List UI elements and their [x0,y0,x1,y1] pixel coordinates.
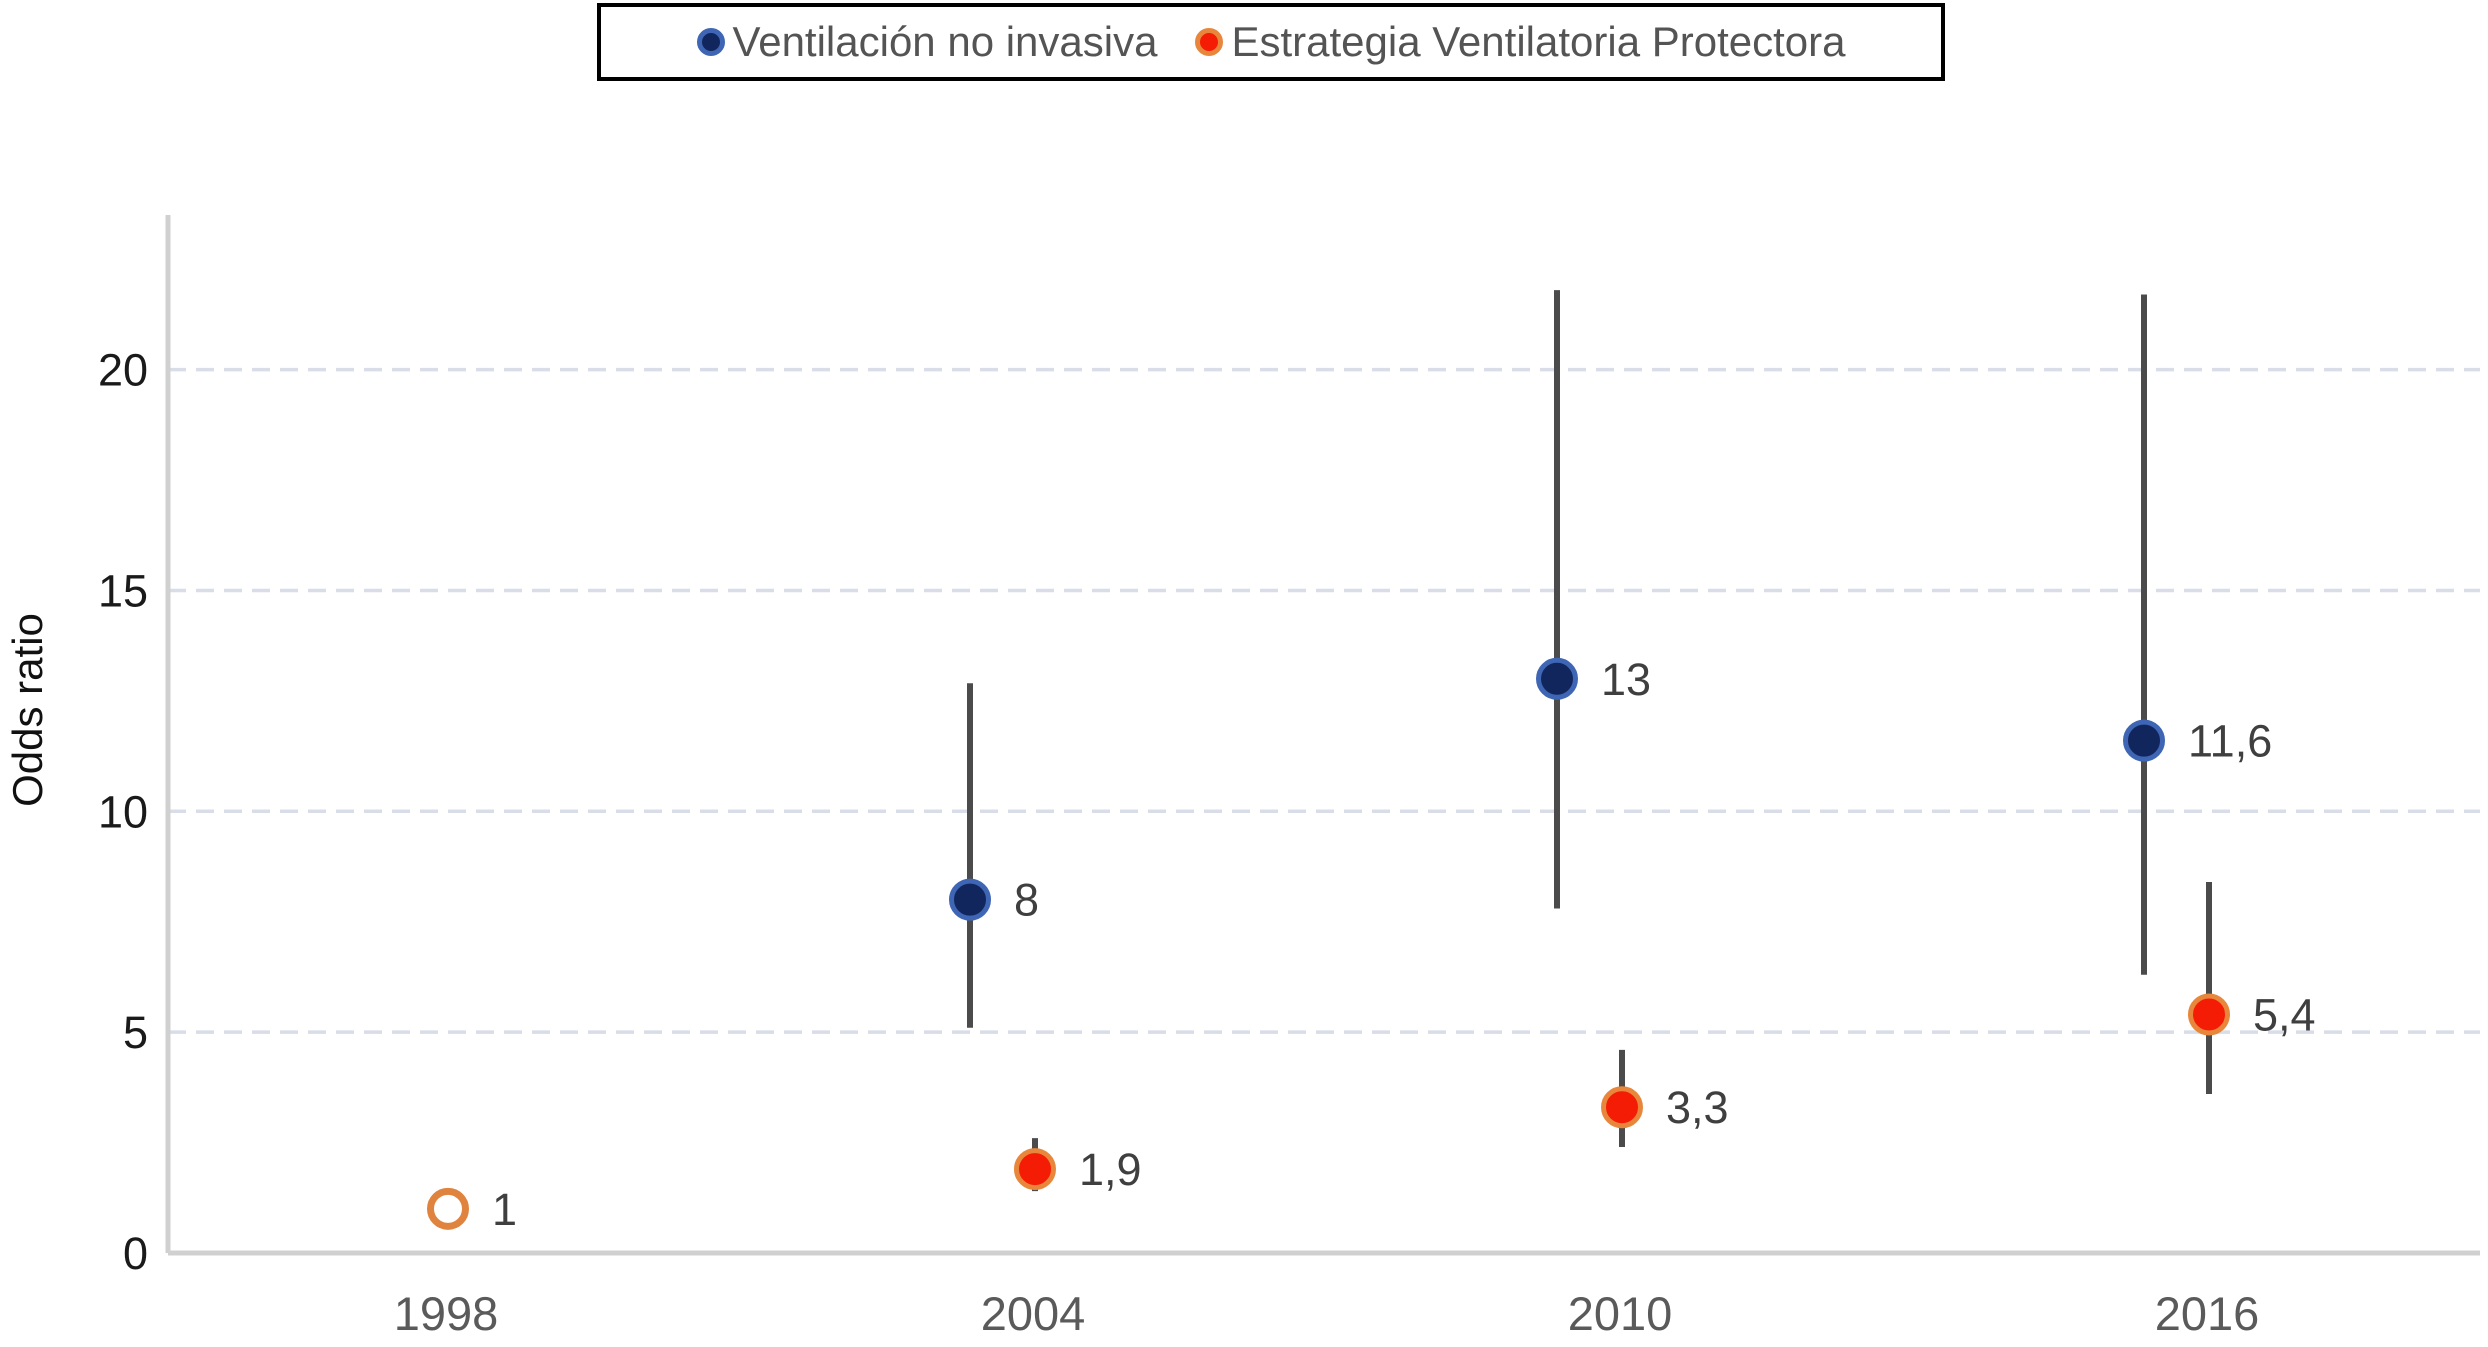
y-axis-title: Odds ratio [4,613,51,807]
value-label-2004-s0: 8 [1014,875,1039,926]
x-tick-label-1998: 1998 [394,1287,499,1340]
data-point-2010-s0 [1536,657,1578,700]
legend-marker-blue-icon [696,28,725,56]
data-point-2004-s0 [949,878,991,921]
data-point-2016-s0 [2123,719,2165,762]
y-tick-label-15: 15 [98,565,148,616]
y-tick-label-0: 0 [123,1228,148,1279]
y-tick-label-5: 5 [123,1007,148,1058]
y-tick-label-10: 10 [98,786,148,837]
legend-item-ventilacion-no-invasiva: Ventilación no invasiva [696,18,1158,65]
legend-item-estrategia-ventilatoria: Estrategia Ventilatoria Protectora [1195,21,1845,63]
y-tick-label-20: 20 [98,345,148,396]
data-point-2004-s1 [1014,1148,1056,1191]
data-point-2016-s1 [2188,993,2230,1036]
chart-legend: Ventilación no invasiva Estrategia Venti… [597,3,1945,81]
x-tick-label-2016: 2016 [2155,1287,2260,1340]
value-label-2016-s0: 11,6 [2188,716,2272,767]
data-point-2010-s1 [1601,1086,1643,1129]
legend-label: Ventilación no invasiva [732,18,1158,65]
legend-label: Estrategia Ventilatoria Protectora [1231,18,1846,65]
value-label-2010-s1: 3,3 [1666,1082,1729,1133]
data-point-open-1998 [427,1187,469,1230]
value-label-2010-s0: 13 [1601,654,1651,705]
legend-marker-red-icon [1195,28,1224,56]
x-tick-label-2004: 2004 [981,1287,1086,1340]
value-label-2004-s1: 1,9 [1079,1144,1142,1195]
value-label-2016-s1: 5,4 [2253,989,2316,1040]
value-label-1998-s1: 1 [492,1184,517,1235]
x-tick-label-2010: 2010 [1568,1287,1673,1340]
